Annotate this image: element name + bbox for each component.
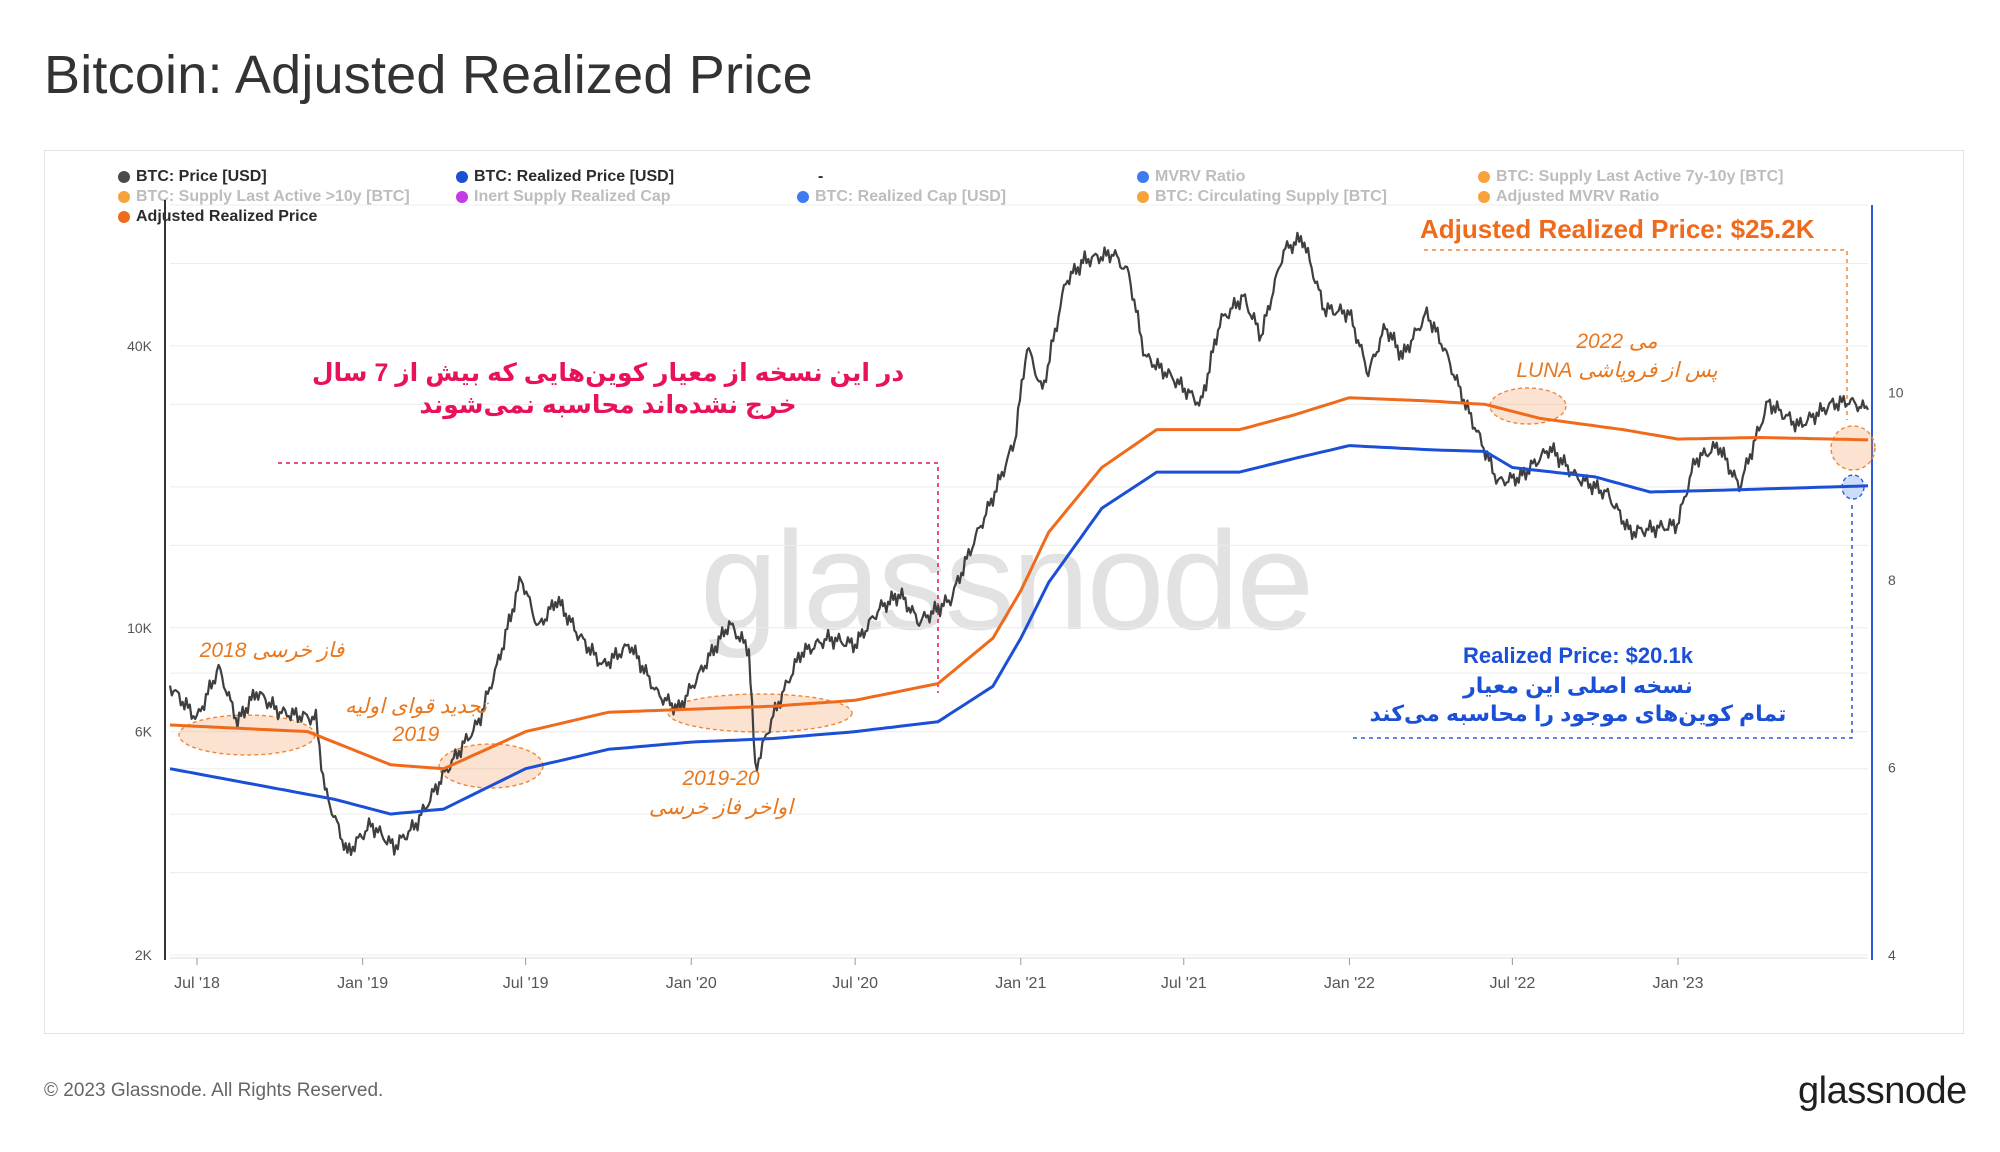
legend-dot (456, 191, 468, 203)
highlight-ellipse (1489, 387, 1567, 425)
realized-note: تمام کوین‌های موجود را محاسبه می‌کند (1370, 701, 1787, 727)
annotation-text: Adjusted Realized Price: $25.2K Realized … (199, 214, 1815, 820)
chart-frame (44, 150, 1964, 1034)
brand-logo: glassnode (1798, 1070, 1967, 1112)
price-line (168, 231, 1869, 856)
legend-item[interactable]: BTC: Supply Last Active 7y-10y [BTC] (1478, 168, 1783, 186)
luna-label: می 2022 (1575, 330, 1657, 353)
late-bear-label: اواخر فاز خرسی (649, 796, 795, 820)
legend-label: MVRV Ratio (1155, 168, 1246, 185)
x-tick-label: Jan '19 (337, 975, 388, 992)
reaccumulation-label: 2019 (392, 723, 440, 746)
legend-dot (1137, 191, 1149, 203)
y-tick-right: 10 (1888, 385, 1904, 401)
highlight-ellipse (1830, 425, 1876, 471)
legend-dot (118, 211, 130, 223)
series-lines (168, 231, 1869, 856)
luna-label: پس از فروپاشی LUNA (1516, 359, 1717, 383)
x-tick-label: Jan '22 (1324, 975, 1375, 992)
legend-item[interactable]: Adjusted Realized Price (118, 208, 317, 226)
legend-dot (1137, 171, 1149, 183)
main-note: در این نسخه از معیار کوین‌هایی که بیش از… (312, 359, 905, 388)
x-axis: Jul '18 Jan '19 Jul '19 Jan '20 Jul '20 Jan '… (170, 957, 1868, 992)
legend-item[interactable]: Inert Supply Realized Cap (456, 188, 670, 206)
legend-dot (456, 171, 468, 183)
legend-label: BTC: Supply Last Active >10y [BTC] (136, 188, 410, 205)
legend-item[interactable]: BTC: Realized Cap [USD] (797, 188, 1006, 206)
legend-item[interactable]: MVRV Ratio (1137, 168, 1245, 186)
legend: BTC: Price [USD] BTC: Realized Price [USD… (0, 0, 2000, 225)
legend-dot (118, 191, 130, 203)
page-title: Bitcoin: Adjusted Realized Price (44, 45, 813, 105)
legend-label: BTC: Price [USD] (136, 168, 267, 185)
legend-item[interactable]: BTC: Realized Price [USD] (456, 168, 674, 186)
reaccumulation-label: تجدید قوای اولیه (345, 695, 489, 719)
legend-item[interactable]: BTC: Circulating Supply [BTC] (1137, 188, 1387, 206)
y-tick-left: 10K (127, 620, 153, 636)
legend-item[interactable]: - (818, 168, 823, 186)
legend-label: Adjusted Realized Price (136, 208, 318, 225)
callout-line (1424, 249, 1848, 420)
y-axis-left: 2K 6K 10K 40K (127, 200, 166, 963)
y-tick-right: 4 (1888, 947, 1896, 963)
copyright: © 2023 Glassnode. All Rights Reserved. (44, 1080, 384, 1101)
bear-2018-label: فاز خرسی 2018 (199, 639, 346, 663)
highlight-ellipse (178, 714, 316, 756)
callout-line (278, 462, 939, 693)
x-tick-label: Jul '21 (1161, 975, 1207, 992)
realized-price-line (169, 444, 1869, 816)
x-tick-label: Jul '22 (1489, 975, 1535, 992)
y-tick-right: 6 (1888, 760, 1896, 776)
y-tick-right: 8 (1888, 572, 1896, 588)
realized-note: نسخه اصلی این معیار (1462, 673, 1693, 699)
main-note: خرج نشده‌اند محاسبه نمی‌شوند (419, 391, 796, 420)
highlight-ellipse (667, 693, 853, 733)
x-tick-label: Jan '23 (1652, 975, 1703, 992)
x-tick-label: Jul '20 (832, 975, 878, 992)
callout-line (1353, 505, 1853, 739)
legend-item[interactable]: Adjusted MVRV Ratio (1478, 188, 1659, 206)
x-tick-label: Jul '18 (174, 975, 220, 992)
legend-label: BTC: Realized Price [USD] (474, 168, 675, 185)
adjusted-price-callout: Adjusted Realized Price: $25.2K (1420, 214, 1815, 244)
legend-item[interactable]: BTC: Price [USD] (118, 168, 267, 186)
x-tick-label: Jul '19 (503, 975, 549, 992)
legend-dot (118, 171, 130, 183)
legend-dot (1478, 191, 1490, 203)
adjusted-realized-price-line (169, 396, 1869, 771)
watermark: glassnode (700, 502, 1314, 659)
legend-label: BTC: Circulating Supply [BTC] (1155, 188, 1387, 205)
y-tick-left: 40K (127, 338, 153, 354)
y-tick-left: 2K (135, 947, 153, 963)
legend-item[interactable]: BTC: Supply Last Active >10y [BTC] (118, 188, 410, 206)
x-tick-label: Jan '20 (666, 975, 717, 992)
legend-label: Inert Supply Realized Cap (474, 188, 671, 205)
legend-label: BTC: Realized Cap [USD] (815, 188, 1007, 205)
realized-price-callout: Realized Price: $20.1k (1463, 643, 1694, 668)
y-axis-right: 4 6 8 10 (1871, 205, 1904, 963)
grid (170, 204, 1868, 956)
legend-dot (1478, 171, 1490, 183)
legend-label: - (818, 168, 824, 185)
x-tick-label: Jan '21 (995, 975, 1046, 992)
y-tick-left: 6K (135, 724, 153, 740)
legend-dot (797, 191, 809, 203)
legend-label: Adjusted MVRV Ratio (1496, 188, 1660, 205)
legend-label: BTC: Supply Last Active 7y-10y [BTC] (1496, 168, 1784, 185)
late-bear-label: 2019-20 (681, 767, 759, 790)
